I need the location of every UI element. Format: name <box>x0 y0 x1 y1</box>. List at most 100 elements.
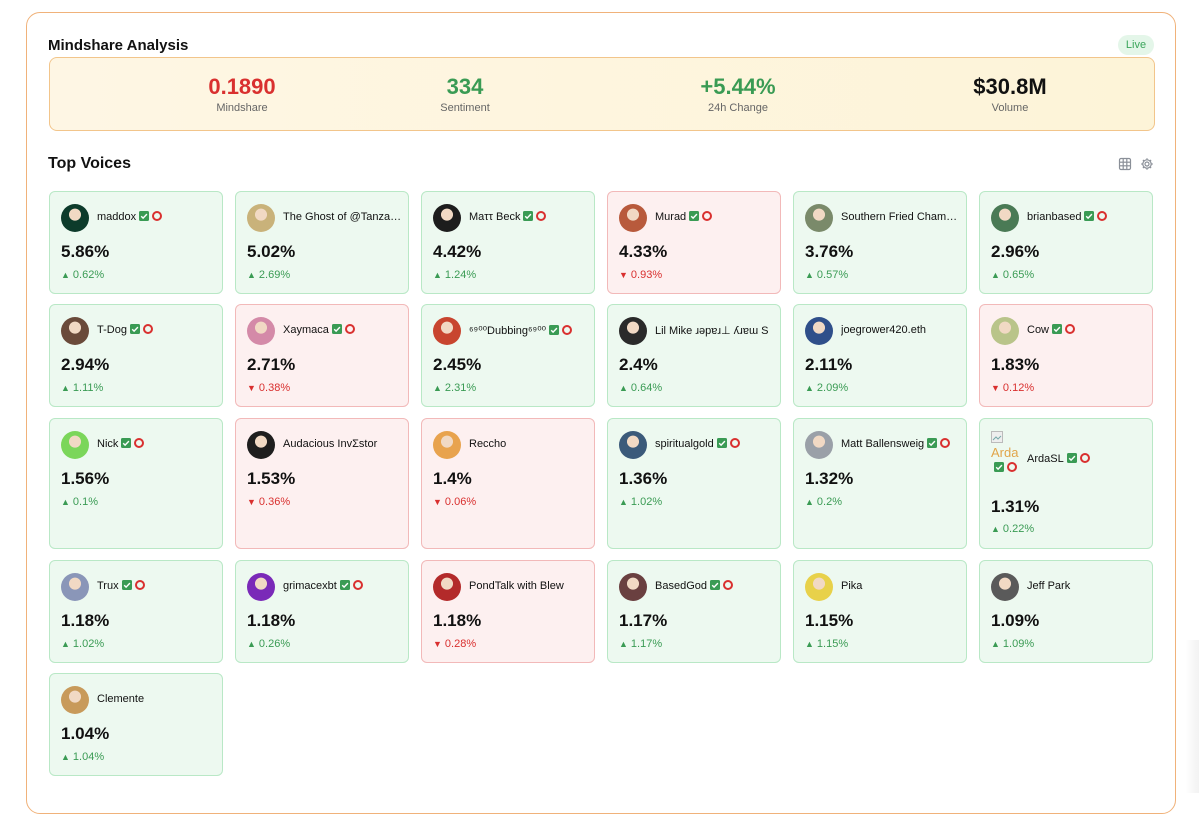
voice-card[interactable]: The Ghost of @TanzanianDoge 5.02% ▲2.69% <box>235 191 409 294</box>
voice-share: 1.09% <box>991 611 1040 630</box>
voice-name[interactable]: Audacious InvΣstor <box>283 438 403 450</box>
voice-name[interactable]: ArdaSL <box>1027 453 1090 465</box>
voice-card[interactable]: Xaymaca 2.71% ▼ 0.38% <box>235 304 409 407</box>
voice-name[interactable]: Xaymaca <box>283 324 403 336</box>
voice-share: 1.17% <box>619 611 668 630</box>
voice-share: 1.18% <box>433 611 482 630</box>
voice-name[interactable]: Jeff Park <box>1027 580 1147 592</box>
voice-name-text: Murad <box>655 211 687 223</box>
avatar <box>805 573 833 601</box>
voice-card[interactable]: Pika 1.15% ▲ 1.15% <box>793 560 967 663</box>
voice-card[interactable]: Trux 1.18% ▲ 1.02% <box>49 560 223 663</box>
avatar <box>433 317 461 345</box>
voice-card[interactable]: Maττ Beck 4.42% ▲ 1.24% <box>421 191 595 294</box>
voice-card[interactable]: Matt Ballensweig 1.32% ▲ 0.2% <box>793 418 967 549</box>
voice-name[interactable]: Southern Fried Chamath <box>841 211 961 223</box>
arrow-down-icon: ▼ <box>433 639 442 649</box>
arrow-up-icon: ▲ <box>991 524 1000 534</box>
voice-share: 1.18% <box>61 611 110 630</box>
voice-card[interactable]: BasedGod 1.17% ▲ 1.17% <box>607 560 781 663</box>
voice-share: 5.02% <box>247 242 296 261</box>
arrow-down-icon: ▼ <box>991 383 1000 393</box>
verified-badge-icon <box>994 462 1004 472</box>
voice-card[interactable]: Southern Fried Chamath 3.76% ▲ 0.57% <box>793 191 967 294</box>
voice-name[interactable]: brianbased <box>1027 211 1147 223</box>
voice-name[interactable]: joegrower420.eth <box>841 324 961 336</box>
avatar <box>619 204 647 232</box>
voice-share: 2.71% <box>247 355 296 374</box>
voice-delta-value: 0.65% <box>1002 269 1035 281</box>
voice-name[interactable]: ⁶⁹⁰⁰Dubbing⁶⁹⁰⁰ <box>469 324 589 337</box>
red-circle-icon <box>1079 453 1090 463</box>
voice-name[interactable]: spiritualgold <box>655 438 775 450</box>
voice-name[interactable]: Nick <box>97 438 217 450</box>
voice-name-text: Pika <box>841 580 863 592</box>
voice-name[interactable]: Reccho <box>469 438 589 450</box>
stat-24h-change: +5.44% 24h Change <box>628 74 848 114</box>
voice-card[interactable]: Cow 1.83% ▼ 0.12% <box>979 304 1153 407</box>
voice-name[interactable]: PondTalk with Blew <box>469 580 589 592</box>
red-circle-icon <box>562 325 573 335</box>
voice-delta: ▼ 0.38% <box>247 382 290 394</box>
voice-name[interactable]: grimacexbt <box>283 580 403 592</box>
verified-badge-icon <box>121 580 132 590</box>
voice-name[interactable]: Pika <box>841 580 961 592</box>
voice-name[interactable]: Murad <box>655 211 775 223</box>
grid-icon[interactable] <box>1118 157 1132 171</box>
voice-delta-value: 1.02% <box>630 496 663 508</box>
voice-card[interactable]: Audacious InvΣstor 1.53% ▼ 0.36% <box>235 418 409 549</box>
broken-image-icon <box>991 431 1003 443</box>
voice-card[interactable]: Lil Mike ɹǝpɐɹ⊥ ʎɹɐɯ S 2.4% ▲ 0.64% <box>607 304 781 407</box>
voice-name-text: T-Dog <box>97 324 127 336</box>
voice-card[interactable]: ⁶⁹⁰⁰Dubbing⁶⁹⁰⁰ 2.45% ▲ 2.31% <box>421 304 595 407</box>
voice-card[interactable]: brianbased 2.96% ▲ 0.65% <box>979 191 1153 294</box>
arrow-up-icon: ▲ <box>247 270 256 280</box>
voice-share: 1.31% <box>991 497 1040 516</box>
red-circle-icon <box>729 438 740 448</box>
red-circle-icon <box>702 211 713 221</box>
voice-card[interactable]: Reccho 1.4% ▼ 0.06% <box>421 418 595 549</box>
voice-name[interactable]: Matt Ballensweig <box>841 438 961 450</box>
voice-share: 2.96% <box>991 242 1040 261</box>
voice-card[interactable]: T-Dog 2.94% ▲ 1.11% <box>49 304 223 407</box>
voice-card[interactable]: spiritualgold 1.36% ▲ 1.02% <box>607 418 781 549</box>
avatar <box>805 431 833 459</box>
red-circle-icon <box>152 211 163 221</box>
voice-card[interactable]: PondTalk with Blew 1.18% ▼ 0.28% <box>421 560 595 663</box>
voice-delta: ▲ 0.65% <box>991 269 1034 281</box>
gear-icon[interactable] <box>1140 157 1154 171</box>
voice-card[interactable]: maddox 5.86% ▲ 0.62% <box>49 191 223 294</box>
voice-card[interactable]: joegrower420.eth 2.11% ▲ 2.09% <box>793 304 967 407</box>
arrow-up-icon: ▲ <box>991 270 1000 280</box>
verified-badge-icon <box>709 580 720 590</box>
voice-name[interactable]: T-Dog <box>97 324 217 336</box>
arrow-up-icon: ▲ <box>805 639 814 649</box>
voice-card[interactable]: grimacexbt 1.18% ▲ 0.26% <box>235 560 409 663</box>
voice-name[interactable]: The Ghost of @TanzanianDoge <box>283 211 403 223</box>
voice-share: 1.36% <box>619 469 668 488</box>
voice-card[interactable]: Arda ArdaSL 1.31% ▲ 0.22% <box>979 418 1153 549</box>
voice-name-text: Reccho <box>469 438 507 450</box>
voice-name[interactable]: BasedGod <box>655 580 775 592</box>
voice-name[interactable]: Cow <box>1027 324 1147 336</box>
voice-share: 4.42% <box>433 242 482 261</box>
live-badge: Live <box>1118 35 1154 55</box>
voice-card[interactable]: Nick 1.56% ▲ 0.1% <box>49 418 223 549</box>
voice-card[interactable]: Clemente 1.04% ▲ 1.04% <box>49 673 223 776</box>
voice-name[interactable]: Lil Mike ɹǝpɐɹ⊥ ʎɹɐɯ S <box>655 324 775 337</box>
voice-name-text: maddox <box>97 211 137 223</box>
avatar <box>61 317 89 345</box>
voice-card[interactable]: Jeff Park 1.09% ▲ 1.09% <box>979 560 1153 663</box>
voice-name[interactable]: maddox <box>97 211 217 223</box>
voice-name-text: Trux <box>97 580 119 592</box>
voice-card[interactable]: Murad 4.33% ▼ 0.93% <box>607 191 781 294</box>
voice-name[interactable]: Trux <box>97 580 217 592</box>
voice-name-text: PondTalk with Blew <box>469 580 564 592</box>
voice-name-text: Matt Ballensweig <box>841 438 925 450</box>
voice-delta-value: 0.22% <box>1002 523 1035 535</box>
verified-badge-icon <box>1084 211 1095 221</box>
voice-delta: ▲ 1.11% <box>61 382 103 394</box>
voice-name[interactable]: Maττ Beck <box>469 211 589 223</box>
voice-delta-value: 1.17% <box>630 638 663 650</box>
voice-name[interactable]: Clemente <box>97 693 217 705</box>
